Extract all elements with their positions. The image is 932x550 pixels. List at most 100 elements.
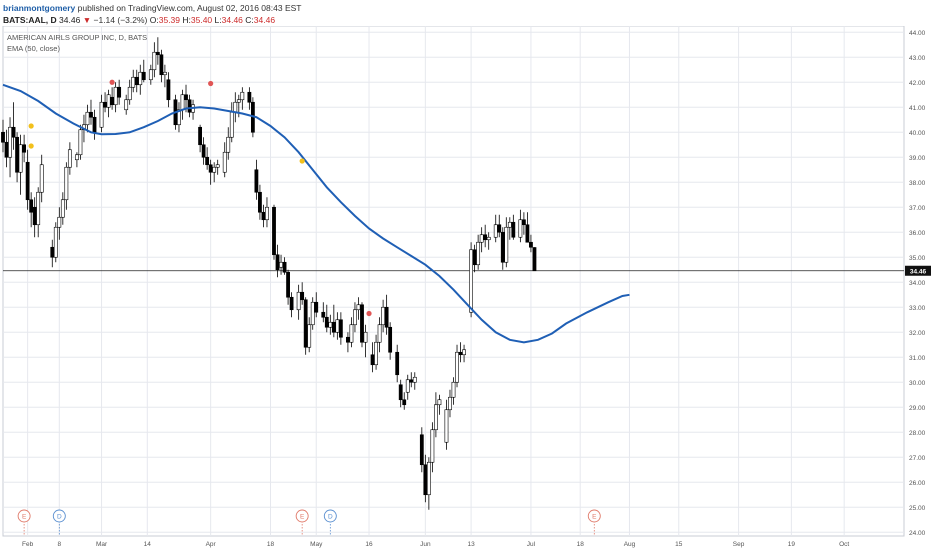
candle-body (67, 149, 72, 168)
candle-body (525, 224, 530, 243)
candle-body (236, 99, 241, 103)
y-tick-label: 24.00 (909, 530, 926, 537)
candle-body (138, 71, 143, 86)
candle-body (374, 341, 378, 366)
candle-body (208, 164, 213, 173)
candle-body (430, 429, 435, 463)
candle-body (184, 94, 188, 101)
open-label: O: (149, 15, 159, 25)
candle-body (437, 399, 442, 406)
x-tick-label: 13 (467, 541, 475, 548)
candle-body (504, 226, 509, 263)
event-marker (52, 509, 66, 523)
candle-body (258, 191, 262, 213)
candle-body (117, 86, 122, 98)
y-tick-label: 26.00 (909, 480, 926, 487)
candle-body (381, 306, 386, 326)
y-tick-label: 37.00 (909, 205, 926, 212)
candle-body (25, 161, 30, 201)
candle-body (479, 234, 484, 243)
event-label: E (592, 514, 597, 521)
candle-body (518, 219, 523, 238)
candle-body (324, 316, 329, 328)
candle-body (22, 144, 27, 153)
y-tick-label: 38.00 (909, 180, 926, 187)
y-tick-label: 40.00 (909, 130, 926, 137)
candle-body (89, 111, 93, 118)
candle-body (261, 211, 266, 221)
candle-body (360, 304, 364, 343)
candle-body (92, 116, 97, 133)
candle-body (497, 224, 502, 233)
last-price-tag (905, 265, 931, 276)
candle-body (279, 261, 283, 268)
candle-body (500, 231, 505, 263)
author-link[interactable]: brianmontgomery (3, 3, 76, 13)
x-tick-label: Aug (624, 541, 636, 548)
signal-dot (28, 123, 34, 129)
x-tick-label: 18 (577, 541, 585, 548)
candle-body (205, 156, 210, 166)
candle-body (8, 126, 12, 158)
candle-body (201, 144, 206, 158)
x-tick-label: 18 (267, 541, 275, 548)
price-chart[interactable]: 24.00 25.00 26.00 27.00 28.00 29.00 30.00 31.00… (0, 26, 932, 550)
low-label: L: (214, 15, 222, 25)
candle-body (493, 224, 498, 238)
candle-body (476, 241, 481, 266)
publish-line: brianmontgomery published on TradingView… (3, 2, 301, 14)
candle-body (159, 54, 164, 76)
candle-body (53, 226, 58, 258)
candle-body (64, 166, 69, 201)
y-tick-label: 29.00 (909, 405, 926, 412)
candle-body (15, 136, 19, 173)
series-title: AMERICAN AIRLS GROUP INC, D, BATS (7, 33, 148, 42)
candle-body (405, 379, 410, 393)
candle-body (152, 51, 157, 71)
candle-body (39, 164, 44, 193)
candle-body (303, 299, 308, 348)
candle-body (226, 136, 231, 153)
candle-body (483, 234, 488, 241)
candle-body (455, 351, 459, 383)
candle-body (4, 141, 9, 158)
candle-body (521, 219, 526, 226)
x-tick-label: May (310, 541, 323, 548)
candle-body (282, 261, 287, 273)
published-text: published on TradingView.com, August 02,… (77, 3, 302, 13)
candle-body (384, 306, 389, 328)
candle-body (388, 326, 393, 353)
candle-body (353, 309, 357, 326)
candle-body (338, 319, 343, 338)
candle-body (402, 399, 407, 406)
candle-body (36, 191, 41, 226)
x-tick-label: 19 (788, 541, 796, 548)
event-label: E (300, 514, 305, 521)
y-tick-label: 32.00 (909, 330, 926, 337)
candle-body (507, 221, 512, 228)
candle-body (448, 396, 452, 411)
candle-body (395, 351, 400, 376)
candle-body (486, 236, 491, 241)
x-tick-label: 14 (144, 541, 152, 548)
candle-body (426, 461, 431, 496)
candle-body (314, 301, 319, 313)
candle-body (75, 154, 79, 161)
candle-body (346, 336, 350, 343)
candle-body (247, 91, 252, 103)
candle-body (377, 324, 382, 343)
y-tick-label: 36.00 (909, 230, 926, 237)
candle-body (103, 101, 107, 108)
last-price-text: 34.46 (59, 15, 81, 25)
candle-body (265, 206, 269, 221)
event-marker (295, 509, 309, 523)
x-tick-label: Jun (420, 541, 431, 548)
candle-body (134, 76, 139, 86)
candle-body (99, 101, 104, 128)
candle-body (335, 319, 340, 333)
x-tick-label: 8 (58, 541, 62, 548)
candle-body (307, 324, 312, 348)
candle-body (60, 199, 65, 218)
candle-body (222, 151, 227, 173)
low-value: 34.46 (221, 15, 243, 25)
